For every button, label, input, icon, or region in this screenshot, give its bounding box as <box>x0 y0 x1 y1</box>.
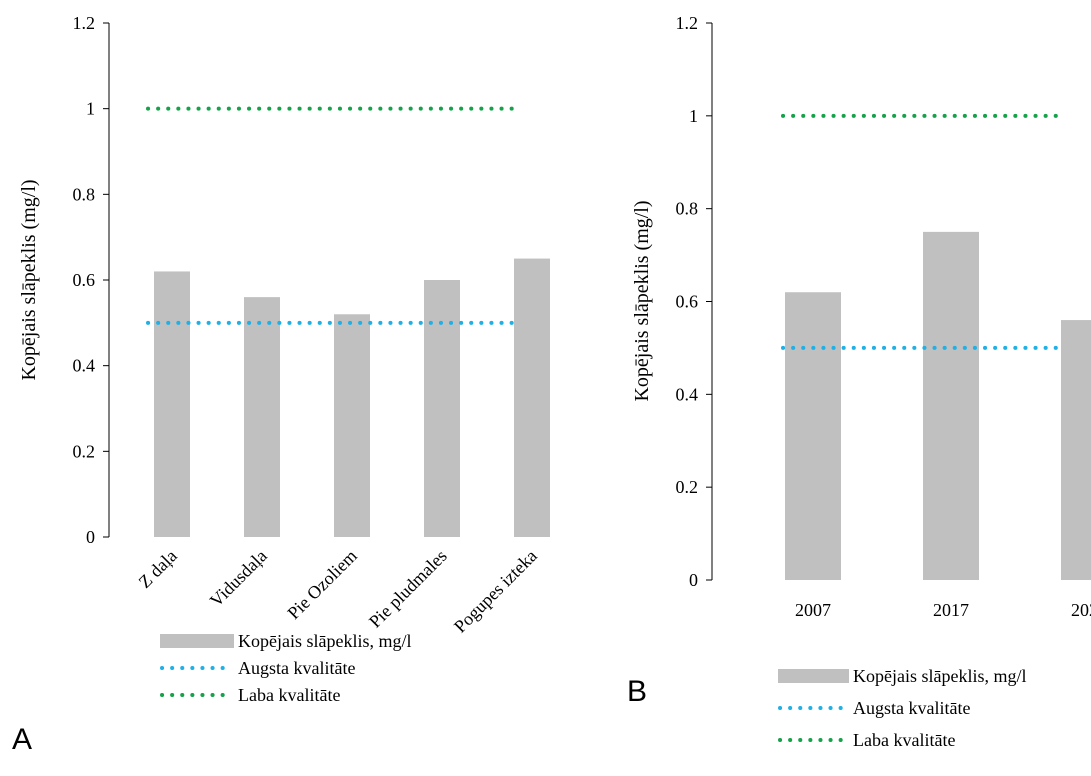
y-tick-label: 1 <box>689 106 698 126</box>
legend-label: Augsta kvalitāte <box>238 658 355 678</box>
y-tick-label: 0.8 <box>676 199 699 219</box>
legend-label: Laba kvalitāte <box>238 685 340 705</box>
legend-label: Kopējais slāpeklis, mg/l <box>853 666 1026 686</box>
y-tick-label: 0 <box>86 527 95 547</box>
x-tick-label: Z daļa <box>135 546 181 592</box>
legend-swatch-bar <box>778 669 849 683</box>
x-tick-label: Pogupes izteka <box>450 546 541 637</box>
y-tick-label: 0.8 <box>73 184 96 204</box>
legend-label: Laba kvalitāte <box>853 730 955 750</box>
bar <box>923 231 979 580</box>
x-tick-label: 2020 <box>1071 600 1091 620</box>
bar <box>244 297 280 537</box>
x-tick-label: Pie Ozoliem <box>283 546 360 623</box>
x-tick-label: 2017 <box>933 600 969 620</box>
legend-label: Augsta kvalitāte <box>853 698 970 718</box>
chart-panel-b: 0 0.2 0.4 0.6 0.8 1 1.2 Kopējais slāpeklis (mg/… <box>627 13 1091 750</box>
y-tick-label: 0.2 <box>676 477 699 497</box>
y-tick-label: 0.4 <box>73 356 96 376</box>
legend-swatch-bar <box>160 634 234 648</box>
x-tick-label: Pie pludmales <box>365 546 451 632</box>
bar <box>334 314 370 537</box>
legend-label: Kopējais slāpeklis, mg/l <box>238 631 411 651</box>
y-axis-title: Kopējais slāpeklis (mg/l) <box>631 200 653 401</box>
x-tick-label: 2007 <box>795 600 831 620</box>
chart-panel-a: 0 0.2 0.4 0.6 0.8 1 1.2 Kopējais slāpeklis (mg/… <box>12 13 550 756</box>
y-axis-title: Kopējais slāpeklis (mg/l) <box>18 179 40 380</box>
bar <box>514 258 550 537</box>
y-tick-label: 1.2 <box>73 13 96 33</box>
y-tick-label: 0.6 <box>676 292 699 312</box>
x-tick-label: Vidusdaļa <box>206 546 271 611</box>
bar <box>1061 320 1091 580</box>
bar <box>154 271 190 537</box>
y-tick-label: 0 <box>689 570 698 590</box>
y-tick-label: 1.2 <box>676 13 699 33</box>
bar <box>785 292 841 580</box>
y-tick-label: 0.2 <box>73 441 96 461</box>
bar <box>424 280 460 537</box>
y-tick-label: 0.6 <box>73 270 96 290</box>
y-tick-label: 1 <box>86 99 95 119</box>
panel-label: A <box>12 723 32 756</box>
panel-label: B <box>627 675 647 708</box>
y-tick-label: 0.4 <box>676 384 699 404</box>
